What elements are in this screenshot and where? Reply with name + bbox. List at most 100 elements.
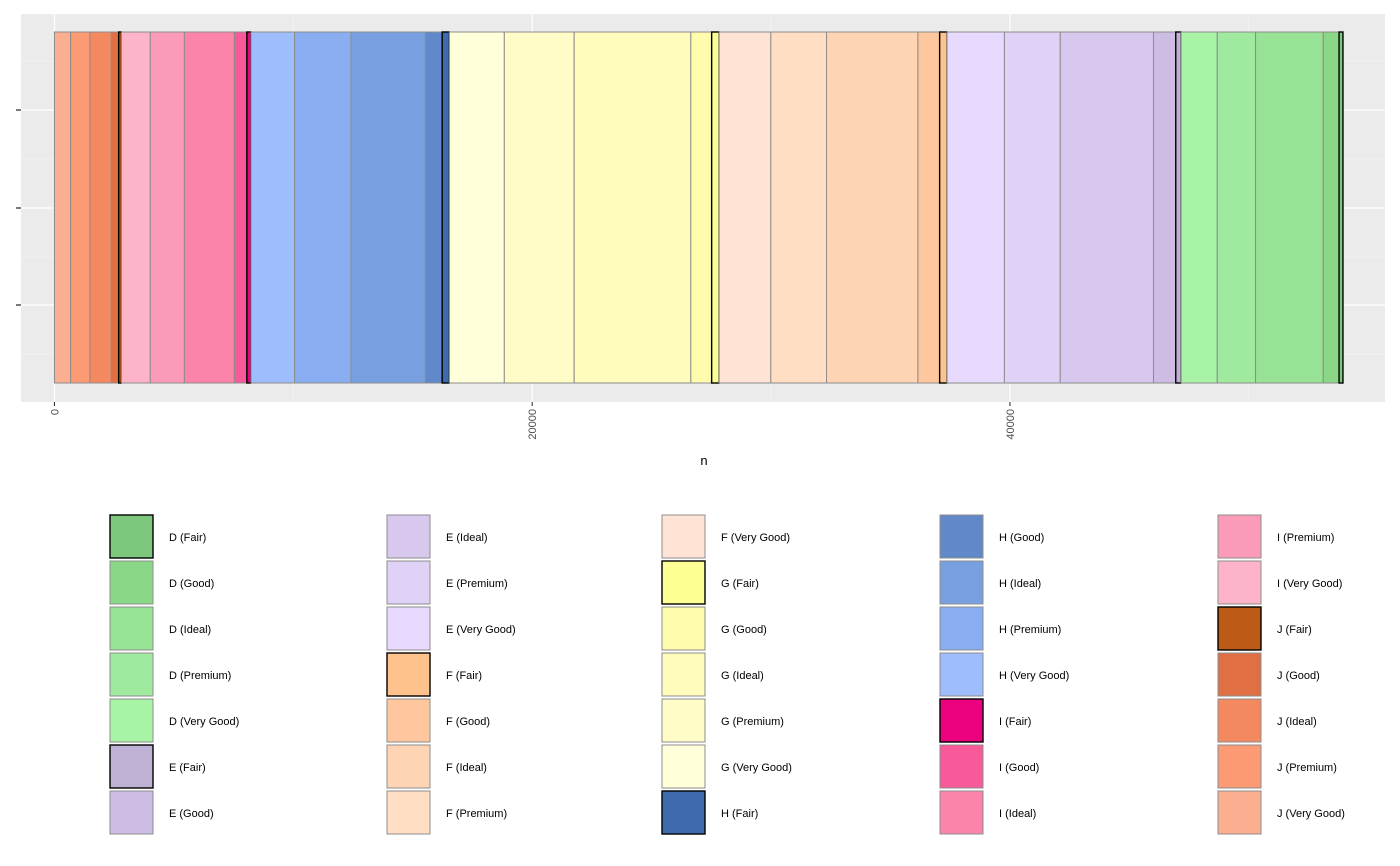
bar-segment <box>233 31 248 384</box>
bar-segment <box>710 31 720 384</box>
legend-label: H (Fair) <box>721 808 758 820</box>
bar-segment <box>573 31 692 384</box>
bar-segment <box>718 31 772 384</box>
legend-swatch <box>661 560 706 605</box>
bar-segments <box>53 31 1344 384</box>
legend-swatch <box>939 698 984 743</box>
legend-swatch <box>1217 606 1262 651</box>
legend-swatch <box>939 514 984 559</box>
bar-segment <box>110 31 120 384</box>
bar-segment <box>183 31 235 384</box>
bar-segment <box>89 31 112 384</box>
legend-label: F (Ideal) <box>446 762 487 774</box>
legend-label: I (Very Good) <box>1277 578 1342 590</box>
bar-segment <box>294 31 352 384</box>
x-axis-title: n <box>700 453 707 468</box>
legend-label: E (Very Good) <box>446 624 516 636</box>
bar-segment <box>946 31 1005 384</box>
bar-segment <box>1216 31 1257 384</box>
bar-segment <box>1255 31 1324 384</box>
legend-swatch <box>386 790 431 835</box>
legend-swatch <box>661 514 706 559</box>
legend-label: D (Good) <box>169 578 214 590</box>
bar-segment <box>690 31 713 384</box>
bar-segment <box>770 31 828 384</box>
legend-swatch <box>1217 790 1262 835</box>
legend-label: J (Ideal) <box>1277 716 1317 728</box>
bar-segment <box>70 31 91 384</box>
legend-label: J (Good) <box>1277 670 1320 682</box>
legend: D (Fair) D (Good) D (Ideal) D (Premium) D (V… <box>109 514 1345 835</box>
legend-swatch <box>939 652 984 697</box>
legend-label: J (Fair) <box>1277 624 1312 636</box>
bar-segment <box>53 31 72 384</box>
legend-swatch <box>109 514 154 559</box>
bar-segment <box>1152 31 1177 384</box>
legend-label: F (Very Good) <box>721 532 790 544</box>
legend-label: H (Very Good) <box>999 670 1069 682</box>
legend-label: D (Fair) <box>169 532 206 544</box>
legend-swatch <box>939 606 984 651</box>
bar-segment <box>1003 31 1061 384</box>
x-axis: 0 20000 40000 <box>16 109 1017 440</box>
x-tick-label: 0 <box>49 409 61 415</box>
legend-label: D (Ideal) <box>169 624 211 636</box>
legend-label: G (Ideal) <box>721 670 764 682</box>
legend-label: J (Very Good) <box>1277 808 1345 820</box>
bar-segment <box>1175 31 1182 384</box>
legend-swatch <box>661 652 706 697</box>
legend-swatch <box>1217 652 1262 697</box>
legend-label: I (Fair) <box>999 716 1031 728</box>
legend-swatch <box>109 744 154 789</box>
bar-segment <box>350 31 426 384</box>
legend-swatch <box>1217 744 1262 789</box>
legend-label: I (Premium) <box>1277 532 1334 544</box>
bar-segment <box>1338 31 1344 384</box>
legend-swatch <box>1217 560 1262 605</box>
legend-swatch <box>661 606 706 651</box>
legend-swatch <box>386 514 431 559</box>
legend-label: H (Good) <box>999 532 1044 544</box>
legend-swatch <box>386 560 431 605</box>
bar-segment <box>1322 31 1340 384</box>
legend-label: G (Very Good) <box>721 762 792 774</box>
legend-label: E (Ideal) <box>446 532 488 544</box>
legend-label: E (Fair) <box>169 762 206 774</box>
legend-swatch <box>109 652 154 697</box>
bar-segment <box>1180 31 1218 384</box>
bar-segment <box>1059 31 1154 384</box>
bar-segment <box>121 31 151 384</box>
legend-label: H (Ideal) <box>999 578 1041 590</box>
bar-segment <box>938 31 948 384</box>
legend-swatch <box>939 790 984 835</box>
legend-label: D (Very Good) <box>169 716 239 728</box>
legend-label: F (Good) <box>446 716 490 728</box>
legend-swatch <box>109 560 154 605</box>
legend-swatch <box>661 744 706 789</box>
bar-segment <box>448 31 505 384</box>
x-tick-label: 40000 <box>1005 409 1017 440</box>
bar-segment <box>250 31 296 384</box>
x-tick-label: 20000 <box>527 409 539 440</box>
legend-swatch <box>109 606 154 651</box>
legend-swatch <box>1217 698 1262 743</box>
legend-swatch <box>386 744 431 789</box>
bar-segment <box>149 31 185 384</box>
legend-swatch <box>386 698 431 743</box>
legend-swatch <box>661 698 706 743</box>
legend-swatch <box>1217 514 1262 559</box>
legend-swatch <box>939 560 984 605</box>
legend-label: G (Premium) <box>721 716 784 728</box>
legend-swatch <box>661 790 706 835</box>
legend-label: J (Premium) <box>1277 762 1337 774</box>
legend-label: I (Ideal) <box>999 808 1036 820</box>
bar-segment <box>246 31 252 384</box>
legend-label: G (Fair) <box>721 578 759 590</box>
legend-label: D (Premium) <box>169 670 231 682</box>
legend-label: F (Premium) <box>446 808 507 820</box>
legend-label: E (Good) <box>169 808 214 820</box>
legend-swatch <box>386 606 431 651</box>
legend-swatch <box>109 698 154 743</box>
legend-label: I (Good) <box>999 762 1039 774</box>
